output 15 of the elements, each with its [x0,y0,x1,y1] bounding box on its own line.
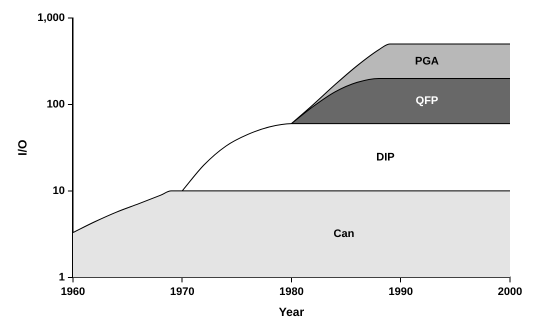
y-tick-label: 1 [58,271,65,284]
x-tick-label: 1960 [60,286,86,298]
y-tick-label: 100 [46,98,65,110]
x-tick-label: 1970 [170,286,194,298]
y-axis-title: I/O [16,140,30,156]
series-label: PGA [415,55,439,68]
y-tick-label: 1,000 [37,12,65,24]
x-tick-label: 1980 [279,286,304,298]
series-label: QFP [416,95,438,108]
y-tick-label: 10 [52,184,65,197]
series-label: Can [334,228,355,240]
series-label: DIP [376,151,395,164]
x-axis-title: Year [278,305,304,320]
x-tick-label: 1990 [388,286,413,298]
x-tick-label: 2000 [498,286,522,298]
